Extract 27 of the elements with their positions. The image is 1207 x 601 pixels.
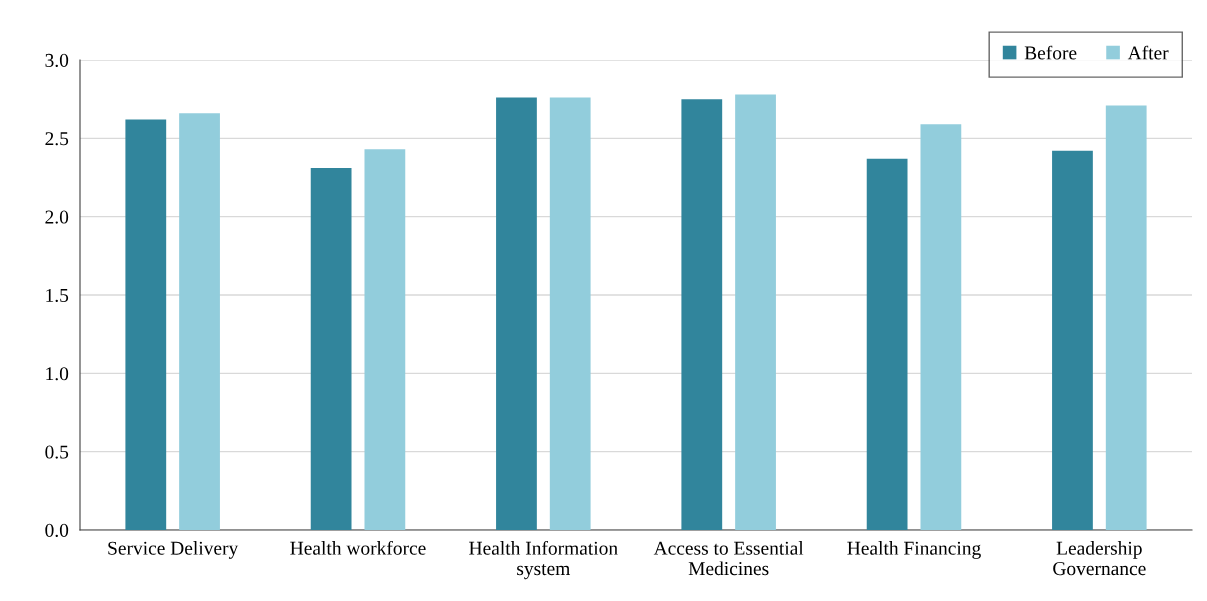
bar [920, 124, 962, 530]
legend-label: Before [1024, 45, 1077, 60]
y-tick-label: 0.0 [45, 523, 69, 538]
bar [1105, 105, 1147, 530]
y-tick-label: 2.5 [45, 132, 69, 146]
bar [364, 149, 406, 530]
x-tick-label: Access to Essential Medicines [653, 541, 804, 576]
y-tick-label: 2.0 [45, 210, 69, 224]
x-tick-label: Health workforce [290, 540, 426, 555]
x-tick-label: Health Information system [469, 540, 618, 580]
x-tick-label: Health Financing [847, 541, 981, 559]
bar [179, 113, 220, 530]
bar [549, 97, 591, 530]
y-tick-label: 1.0 [46, 367, 69, 381]
bar [735, 94, 776, 530]
bar [125, 119, 167, 530]
bar [496, 97, 537, 530]
bar [310, 168, 352, 530]
x-tick-label: Service Delivery [108, 541, 239, 559]
y-tick-label: 0.5 [45, 445, 69, 459]
bar [866, 158, 908, 530]
y-tick-label: 3.0 [45, 53, 69, 68]
bar [681, 99, 723, 530]
y-tick-label: 1.5 [46, 288, 69, 303]
legend-label: After [1127, 45, 1169, 60]
x-tick-label: Leadership Governance [1053, 541, 1146, 576]
bar [1052, 150, 1093, 530]
